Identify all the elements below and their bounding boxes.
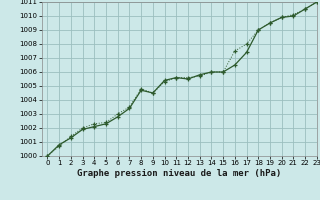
X-axis label: Graphe pression niveau de la mer (hPa): Graphe pression niveau de la mer (hPa) (77, 169, 281, 178)
